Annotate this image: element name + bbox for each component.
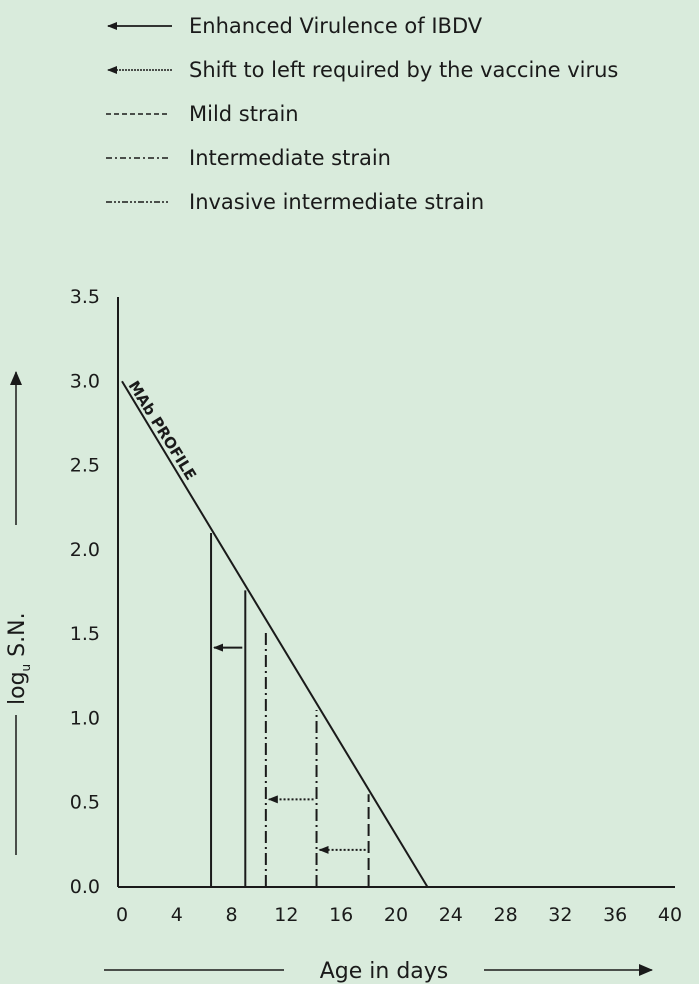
- y-tick-labels: 0.0 0.5 1.0 1.5 2.0 2.5 3.0 3.5: [70, 286, 100, 898]
- series-line: [121, 380, 429, 888]
- x-tick-label: 36: [603, 904, 627, 926]
- series-label-mab-profile: MAb PROFILE: [125, 378, 200, 484]
- y-tick-label: 3.0: [70, 370, 100, 392]
- x-tick-label: 4: [171, 904, 183, 926]
- y-tick-label: 2.0: [70, 539, 100, 561]
- y-tick-label: 3.5: [70, 286, 100, 308]
- y-axis-label-subscript: u: [19, 664, 33, 672]
- y-tick-label: 0.5: [70, 792, 100, 814]
- x-tick-label: 0: [116, 904, 128, 926]
- chart-marks: [121, 380, 429, 888]
- y-tick-label: 0.0: [70, 876, 100, 898]
- legend-label: Intermediate strain: [189, 146, 391, 170]
- y-tick-label: 1.0: [70, 707, 100, 729]
- legend-label: Mild strain: [189, 102, 299, 126]
- x-axis-label: Age in days: [320, 959, 449, 984]
- x-tick-label: 24: [439, 904, 463, 926]
- legend-label: Invasive intermediate strain: [189, 190, 484, 214]
- x-tick-label: 16: [329, 904, 353, 926]
- y-axis-title: logu S.N.: [4, 371, 33, 855]
- x-axis-title: Age in days: [104, 952, 653, 984]
- y-tick-label: 2.5: [70, 455, 100, 477]
- x-tick-label: 40: [658, 904, 682, 926]
- x-tick-label: 32: [548, 904, 572, 926]
- svg-text:logu S.N.: logu S.N.: [5, 612, 33, 705]
- x-tick-label: 28: [494, 904, 518, 926]
- y-axis-label-suffix: S.N.: [5, 612, 30, 663]
- x-tick-label: 20: [384, 904, 408, 926]
- x-tick-label: 12: [274, 904, 298, 926]
- legend-label: Shift to left required by the vaccine vi…: [189, 58, 618, 82]
- x-tick-labels: 0 4 8 12 16 20 24 28 32 36 40: [116, 904, 682, 926]
- legend: Enhanced Virulence of IBDV Shift to left …: [106, 14, 618, 214]
- y-axis-label: log: [5, 671, 30, 705]
- y-tick-label: 1.5: [70, 623, 100, 645]
- legend-label: Enhanced Virulence of IBDV: [189, 14, 483, 38]
- x-tick-label: 8: [226, 904, 238, 926]
